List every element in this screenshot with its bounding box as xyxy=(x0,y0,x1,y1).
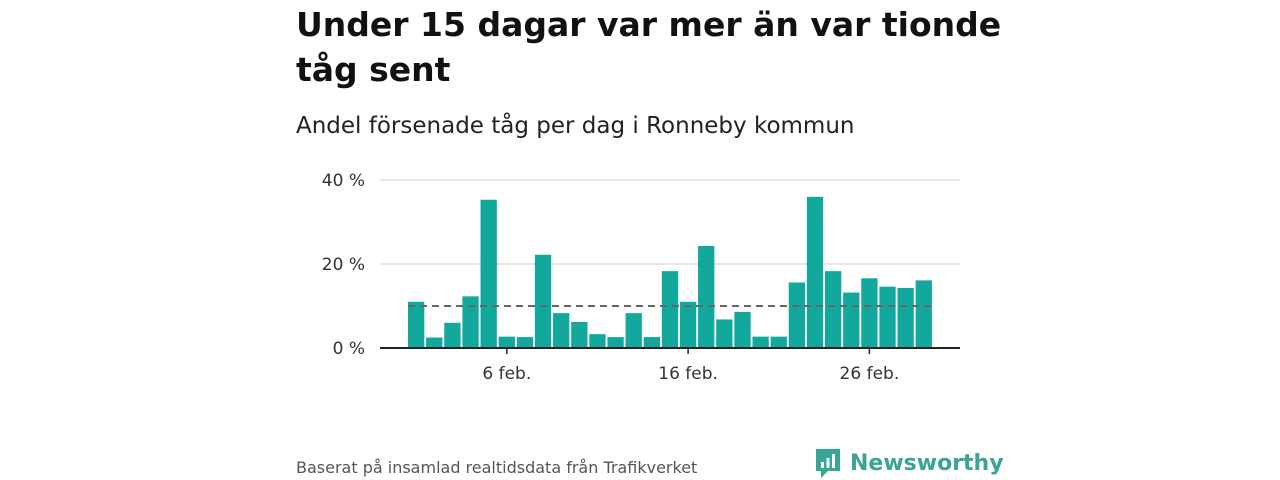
brand[interactable]: Newsworthy xyxy=(814,446,1004,480)
bar xyxy=(444,322,461,348)
bar xyxy=(625,313,642,348)
y-tick-label: 20 % xyxy=(322,255,365,275)
bar xyxy=(788,282,806,348)
x-tick-label: 26 feb. xyxy=(840,364,900,384)
axes: 0 % 20 % 40 % 6 feb. 16 feb. 26 feb. xyxy=(322,171,960,384)
bars xyxy=(408,196,932,348)
bar xyxy=(408,301,425,348)
y-tick-label: 0 % xyxy=(333,339,365,359)
bar xyxy=(643,337,660,348)
chart-subtitle: Andel försenade tåg per dag i Ronneby ko… xyxy=(296,113,855,139)
bar xyxy=(661,271,679,348)
bar xyxy=(770,336,787,348)
x-tick-label: 6 feb. xyxy=(482,364,531,384)
bar xyxy=(716,319,733,348)
chart-title: Under 15 dagar var mer än var tionde tåg… xyxy=(296,5,1002,89)
bar xyxy=(516,337,534,348)
bar xyxy=(498,336,515,348)
bar xyxy=(897,287,914,348)
bar xyxy=(734,311,751,348)
bar xyxy=(571,321,588,348)
bar xyxy=(879,286,896,348)
bar xyxy=(679,301,697,348)
bar xyxy=(480,199,497,348)
bar xyxy=(698,245,715,348)
bar xyxy=(607,337,624,348)
bar xyxy=(824,271,842,348)
bar xyxy=(861,278,878,348)
newsworthy-logo-icon xyxy=(816,449,840,478)
bar xyxy=(843,292,860,348)
source-note: Baserat på insamlad realtidsdata från Tr… xyxy=(296,458,698,477)
bar xyxy=(915,280,932,348)
bar xyxy=(752,336,769,348)
bar xyxy=(534,254,552,348)
x-tick-label: 16 feb. xyxy=(658,364,718,384)
y-tick-label: 40 % xyxy=(322,171,365,191)
grid-lines xyxy=(380,179,960,265)
bar xyxy=(806,196,824,348)
bar xyxy=(462,296,479,348)
brand-name: Newsworthy xyxy=(850,450,1004,476)
bar xyxy=(553,313,570,348)
bar xyxy=(589,334,606,348)
bar xyxy=(426,337,443,348)
